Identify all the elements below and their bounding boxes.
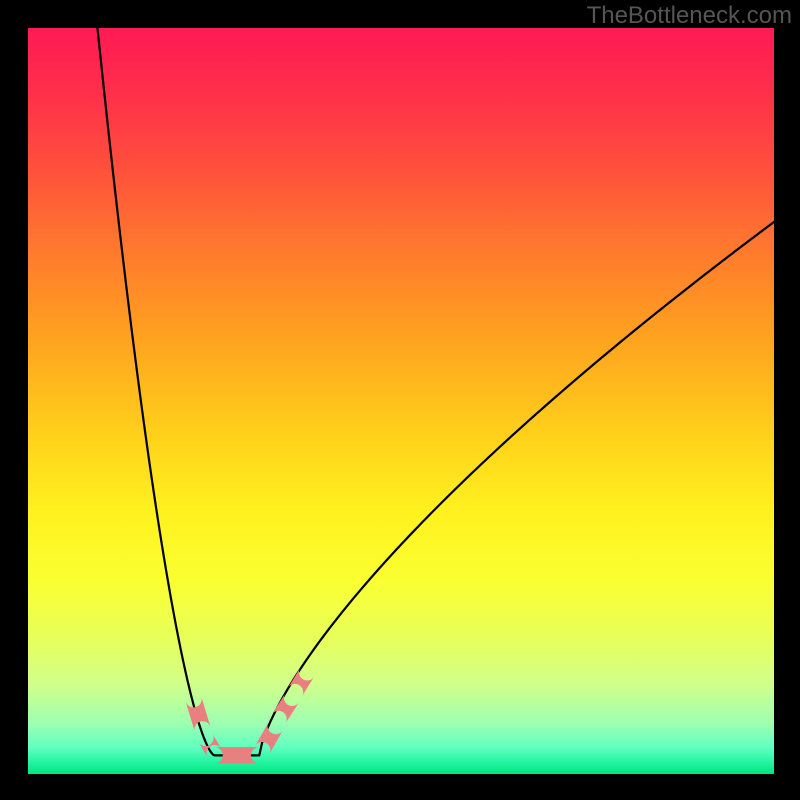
gradient-v-chart xyxy=(0,0,800,800)
chart-root: TheBottleneck.com xyxy=(0,0,800,800)
watermark-text: TheBottleneck.com xyxy=(587,2,792,30)
